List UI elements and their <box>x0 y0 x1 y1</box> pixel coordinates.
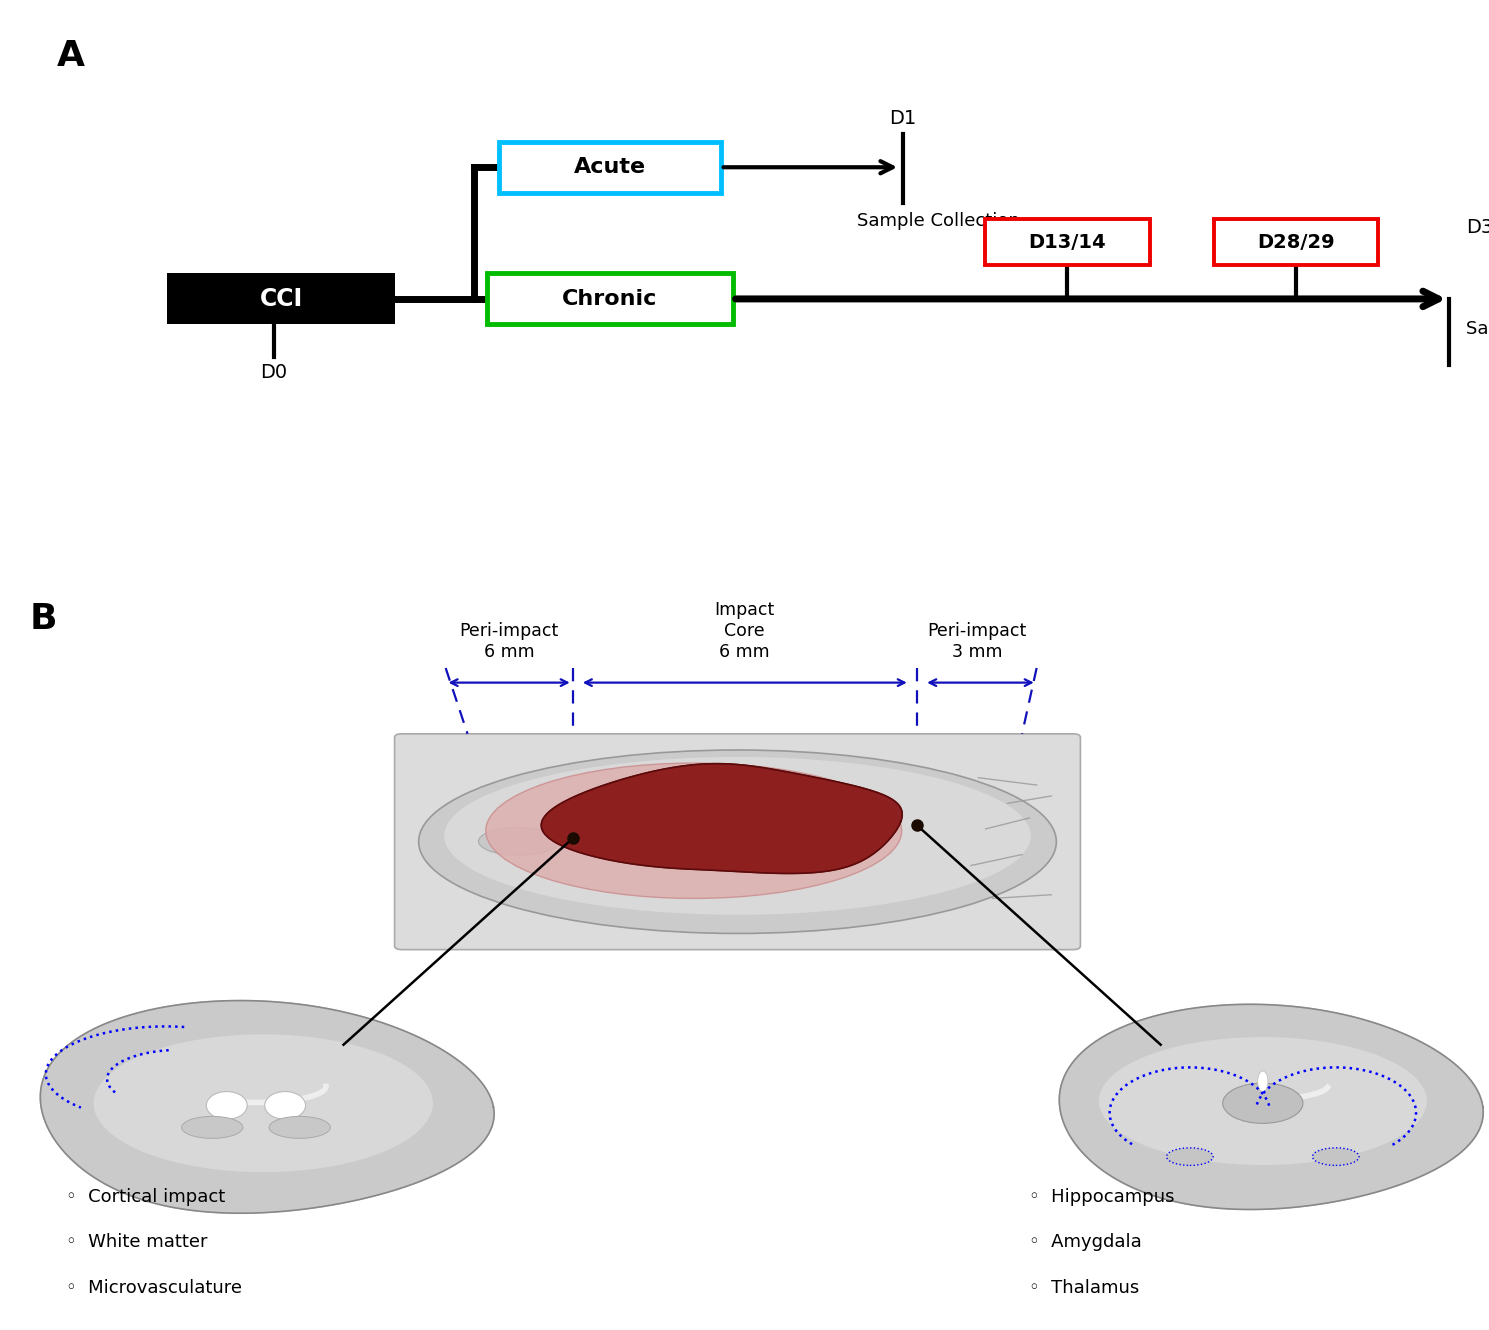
Text: ◦  Hippocampus: ◦ Hippocampus <box>1029 1188 1175 1206</box>
Polygon shape <box>40 1000 494 1213</box>
FancyBboxPatch shape <box>1214 218 1379 266</box>
FancyBboxPatch shape <box>487 274 733 325</box>
Ellipse shape <box>1099 1037 1426 1165</box>
Polygon shape <box>1059 1004 1483 1209</box>
FancyBboxPatch shape <box>986 218 1150 266</box>
Ellipse shape <box>265 1092 305 1120</box>
Text: A: A <box>57 39 85 73</box>
FancyBboxPatch shape <box>499 142 721 193</box>
Text: Peri-impact
3 mm: Peri-impact 3 mm <box>928 622 1026 661</box>
Text: B: B <box>30 602 57 636</box>
Ellipse shape <box>1222 1083 1303 1124</box>
Text: D0: D0 <box>261 363 287 382</box>
Ellipse shape <box>1258 1071 1269 1092</box>
Text: D28/29: D28/29 <box>1257 233 1334 251</box>
Text: D1: D1 <box>889 109 917 128</box>
FancyBboxPatch shape <box>395 734 1081 950</box>
Text: ◦  Amygdala: ◦ Amygdala <box>1029 1233 1142 1252</box>
Text: ◦  White matter: ◦ White matter <box>67 1233 208 1252</box>
Text: Acute: Acute <box>573 157 646 177</box>
Polygon shape <box>542 763 902 874</box>
Text: D13/14: D13/14 <box>1029 233 1106 251</box>
Ellipse shape <box>94 1035 433 1172</box>
Text: Peri-impact
6 mm: Peri-impact 6 mm <box>460 622 558 661</box>
Text: Chronic: Chronic <box>563 289 658 309</box>
Ellipse shape <box>270 1116 331 1138</box>
Text: CCI: CCI <box>259 287 302 311</box>
Ellipse shape <box>444 757 1030 915</box>
Text: Sample Collection: Sample Collection <box>1467 319 1489 338</box>
Ellipse shape <box>1312 1148 1359 1165</box>
Text: ◦  Thalamus: ◦ Thalamus <box>1029 1278 1139 1297</box>
Text: D30: D30 <box>1467 218 1489 237</box>
Ellipse shape <box>1166 1148 1214 1165</box>
FancyBboxPatch shape <box>167 274 396 325</box>
Ellipse shape <box>182 1116 243 1138</box>
Text: ◦  Cortical impact: ◦ Cortical impact <box>67 1188 225 1206</box>
Ellipse shape <box>485 763 902 898</box>
Text: Sample Collection: Sample Collection <box>858 211 1020 230</box>
Text: Impact
Core
6 mm: Impact Core 6 mm <box>715 601 774 661</box>
Text: ◦  Microvasculature: ◦ Microvasculature <box>67 1278 243 1297</box>
Ellipse shape <box>207 1092 247 1120</box>
Ellipse shape <box>418 750 1056 934</box>
Ellipse shape <box>478 827 558 855</box>
